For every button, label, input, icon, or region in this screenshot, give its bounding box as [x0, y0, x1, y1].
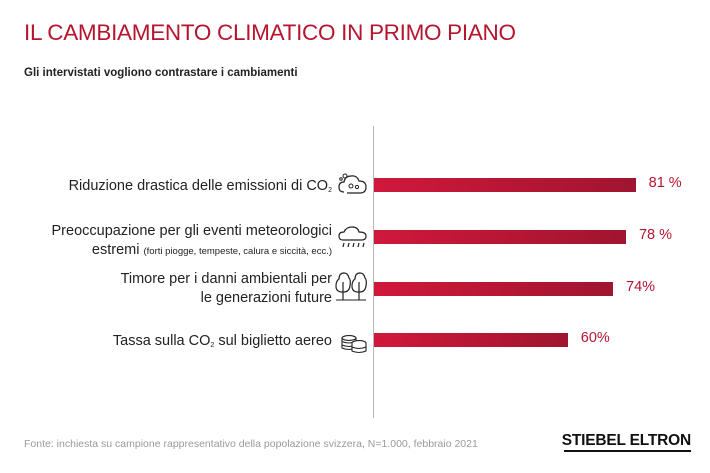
cloud-co2-icon — [338, 173, 367, 194]
category-label-4-pre: Tassa sulla CO — [112, 333, 211, 349]
value-label-1: 81 % — [648, 175, 682, 191]
bar-2 — [374, 230, 626, 244]
source-note: Fonte: inchiesta su campione rappresenta… — [24, 438, 478, 450]
brand-underline — [564, 450, 691, 452]
chart-title: IL CAMBIAMENTO CLIMATICO IN PRIMO PIANO — [24, 20, 516, 45]
trees-icon — [335, 272, 367, 301]
category-label-1-subscript: 2 — [328, 187, 332, 194]
category-label-4-post: sul biglietto aereo — [214, 333, 332, 349]
axis-line — [373, 126, 374, 418]
category-label-4-subscript: 2 — [210, 342, 215, 349]
bar-1 — [374, 178, 636, 192]
category-label-1-text: Riduzione drastica delle emissioni di CO — [68, 178, 329, 194]
category-label-2: Preoccupazione per gli eventi meteorolog… — [52, 222, 333, 261]
category-label-3-line2: le generazioni future — [200, 290, 332, 306]
category-label-2-line1: Preoccupazione per gli eventi meteorolog… — [51, 223, 333, 239]
category-label-2-line2-main: estremi — [91, 242, 144, 258]
category-label-2-line2-note: (forti piogge, tempeste, calura e siccit… — [143, 246, 333, 257]
chart-subtitle: Gli intervistati vogliono contrastare i … — [24, 67, 298, 79]
category-label-3-line1: Timore per i danni ambientali per — [120, 271, 332, 287]
category-label-3: Timore per i danni ambientali per le gen… — [121, 270, 332, 308]
value-label-4: 60% — [580, 330, 610, 346]
rain-cloud-icon — [338, 226, 367, 248]
brand-logo: STIEBEL ELTRON — [561, 432, 691, 449]
category-label-4: Tassa sulla CO2 sul biglietto aereo — [113, 332, 332, 355]
bar-3 — [374, 282, 614, 296]
value-label-2: 78 % — [638, 227, 672, 243]
category-label-2-line2: estremi (forti piogge, tempeste, calura … — [52, 241, 333, 261]
category-label-1: Riduzione drastica delle emissioni di CO… — [69, 177, 332, 200]
coins-icon — [341, 335, 367, 354]
bar-4 — [374, 333, 568, 347]
value-label-3: 74% — [626, 279, 656, 295]
